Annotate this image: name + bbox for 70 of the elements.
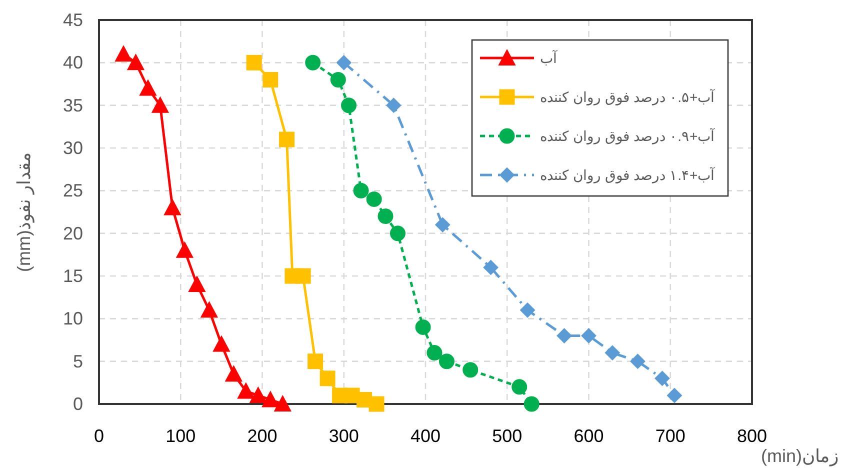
point — [415, 319, 431, 335]
point — [386, 98, 402, 113]
point — [438, 354, 454, 370]
y-tick-label: 35 — [62, 95, 83, 116]
point — [390, 226, 406, 242]
point — [250, 386, 267, 403]
point — [139, 80, 156, 96]
point — [483, 260, 498, 275]
point — [330, 72, 346, 88]
point — [246, 54, 262, 70]
y-tick-label: 20 — [62, 223, 83, 244]
y-tick-label: 30 — [62, 138, 83, 158]
point — [462, 362, 478, 378]
point — [305, 54, 321, 70]
point — [341, 98, 357, 114]
point — [176, 242, 194, 258]
y-tick-label: 25 — [62, 180, 83, 201]
point — [520, 302, 536, 318]
point — [262, 72, 278, 88]
point — [320, 370, 336, 386]
x-tick-label: 300 — [328, 426, 359, 446]
point — [127, 54, 144, 70]
point — [604, 345, 620, 360]
x-tick-label: 0 — [94, 426, 104, 446]
x-tick-label: 100 — [166, 426, 196, 446]
point — [262, 391, 279, 408]
y-tick-label: 0 — [72, 394, 83, 414]
point — [435, 217, 450, 232]
point — [512, 379, 528, 395]
y-tick-label: 5 — [72, 351, 83, 372]
x-axis-title: زمان(min) — [760, 446, 840, 467]
y-tick-label: 40 — [62, 52, 83, 73]
point — [278, 132, 294, 148]
point — [237, 382, 254, 399]
point — [225, 366, 242, 382]
point — [274, 396, 292, 412]
x-tick-label: 400 — [410, 426, 441, 446]
point — [152, 96, 169, 113]
x-tick-label: 600 — [574, 426, 604, 446]
point — [378, 208, 394, 224]
point — [630, 354, 646, 369]
y-tick-label: 15 — [62, 266, 83, 286]
point — [368, 396, 384, 412]
y-tick-label: 45 — [62, 10, 83, 30]
point — [654, 370, 670, 386]
x-tick-label: 500 — [492, 426, 522, 446]
point — [212, 336, 230, 352]
x-tick-label: 700 — [655, 426, 686, 446]
point — [524, 396, 540, 412]
point — [114, 46, 132, 62]
x-tick-label: 800 — [736, 426, 768, 446]
point — [581, 328, 596, 344]
x-tick-label: 200 — [247, 426, 278, 446]
point — [336, 55, 352, 70]
point — [666, 388, 682, 403]
point — [366, 191, 382, 207]
point — [188, 276, 206, 292]
legend-label: آب+۰.۵ درصد فوق روان کننده — [540, 88, 716, 106]
legend-label: آب — [540, 49, 558, 66]
point — [164, 199, 181, 216]
point — [200, 302, 218, 318]
y-tick-label: 10 — [62, 308, 83, 329]
point — [353, 182, 369, 198]
point — [308, 354, 324, 370]
legend-label: آب+۱.۴ درصد فوق روان کننده — [540, 166, 716, 184]
point — [295, 268, 311, 284]
y-axis-title: مقدار نفوذ(mm) — [14, 152, 35, 272]
point — [556, 328, 572, 344]
point — [426, 345, 442, 361]
legend-label: آب+۰.۹ درصد فوق روان کننده — [540, 127, 716, 145]
